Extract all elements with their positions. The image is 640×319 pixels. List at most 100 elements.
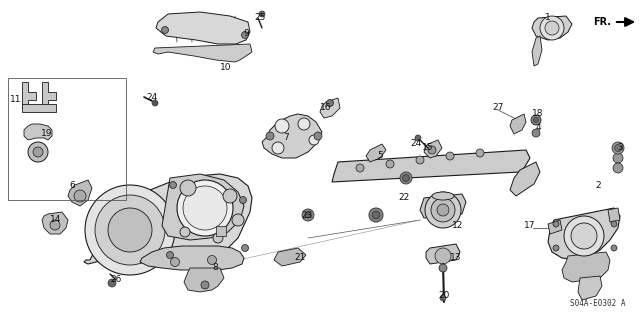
Text: 13: 13 [451, 254, 461, 263]
Text: 18: 18 [532, 108, 544, 117]
Text: 6: 6 [69, 181, 75, 189]
Circle shape [177, 180, 233, 236]
Text: 10: 10 [220, 63, 232, 72]
Polygon shape [578, 276, 602, 300]
Polygon shape [22, 104, 56, 112]
Text: 14: 14 [51, 216, 61, 225]
Polygon shape [24, 124, 52, 140]
Text: FR.: FR. [593, 17, 611, 27]
Polygon shape [366, 144, 386, 162]
Circle shape [241, 32, 248, 39]
Ellipse shape [432, 192, 454, 200]
Polygon shape [510, 114, 526, 134]
Circle shape [33, 147, 43, 157]
Polygon shape [262, 114, 322, 158]
Text: 25: 25 [254, 13, 266, 23]
Circle shape [540, 16, 564, 40]
Circle shape [314, 132, 322, 140]
Circle shape [437, 204, 449, 216]
Circle shape [476, 149, 484, 157]
Circle shape [201, 281, 209, 289]
Circle shape [298, 118, 310, 130]
Circle shape [435, 248, 451, 264]
Circle shape [428, 146, 436, 154]
Text: 15: 15 [422, 144, 434, 152]
Circle shape [440, 295, 446, 301]
Circle shape [416, 156, 424, 164]
Polygon shape [156, 12, 250, 44]
Text: 24: 24 [410, 138, 422, 147]
Circle shape [571, 223, 597, 249]
Circle shape [183, 186, 227, 230]
Circle shape [431, 198, 455, 222]
Text: 11: 11 [10, 95, 22, 105]
Text: 5: 5 [377, 151, 383, 160]
Polygon shape [426, 244, 460, 264]
Polygon shape [153, 44, 252, 62]
Circle shape [545, 21, 559, 35]
Text: 21: 21 [294, 254, 306, 263]
Text: 22: 22 [398, 194, 410, 203]
Polygon shape [562, 252, 610, 282]
Circle shape [612, 142, 624, 154]
Circle shape [614, 145, 621, 152]
Text: 23: 23 [301, 211, 313, 219]
Text: 7: 7 [283, 133, 289, 143]
Text: 2: 2 [595, 181, 601, 189]
Polygon shape [332, 150, 530, 182]
Circle shape [74, 190, 86, 202]
Text: 27: 27 [492, 103, 504, 113]
Circle shape [223, 189, 237, 203]
Circle shape [166, 251, 173, 258]
Circle shape [386, 160, 394, 168]
Circle shape [305, 212, 311, 218]
Circle shape [446, 152, 454, 160]
Circle shape [108, 208, 152, 252]
Circle shape [259, 11, 265, 17]
Circle shape [553, 245, 559, 251]
Circle shape [95, 195, 165, 265]
Polygon shape [510, 162, 540, 196]
Circle shape [372, 211, 380, 219]
Polygon shape [420, 194, 466, 218]
Polygon shape [42, 82, 56, 108]
Text: 9: 9 [243, 28, 249, 38]
Text: 26: 26 [110, 276, 122, 285]
Circle shape [180, 180, 196, 196]
Circle shape [28, 142, 48, 162]
Circle shape [369, 208, 383, 222]
Circle shape [161, 26, 168, 33]
Circle shape [531, 115, 541, 125]
Circle shape [152, 100, 158, 106]
Text: 12: 12 [452, 220, 464, 229]
Text: S04A-E0302 A: S04A-E0302 A [570, 299, 626, 308]
Polygon shape [608, 208, 620, 222]
Circle shape [239, 197, 246, 204]
Circle shape [302, 209, 314, 221]
Circle shape [400, 172, 412, 184]
Text: 8: 8 [212, 263, 218, 272]
Circle shape [108, 279, 116, 287]
Text: 19: 19 [41, 129, 52, 137]
Circle shape [415, 135, 421, 141]
Text: 16: 16 [320, 103, 332, 113]
Text: 24: 24 [147, 93, 157, 102]
Circle shape [309, 135, 319, 145]
Bar [8, 78, 126, 200]
Polygon shape [424, 140, 442, 158]
Circle shape [272, 142, 284, 154]
Circle shape [326, 100, 333, 107]
Polygon shape [532, 36, 542, 66]
Polygon shape [84, 174, 252, 268]
Circle shape [613, 153, 623, 163]
Circle shape [241, 244, 248, 251]
Circle shape [553, 221, 559, 227]
Circle shape [170, 182, 177, 189]
Circle shape [266, 132, 274, 140]
Polygon shape [184, 268, 224, 292]
Circle shape [356, 164, 364, 172]
Circle shape [275, 119, 289, 133]
Circle shape [534, 117, 538, 122]
Polygon shape [274, 248, 306, 266]
Circle shape [532, 129, 540, 137]
